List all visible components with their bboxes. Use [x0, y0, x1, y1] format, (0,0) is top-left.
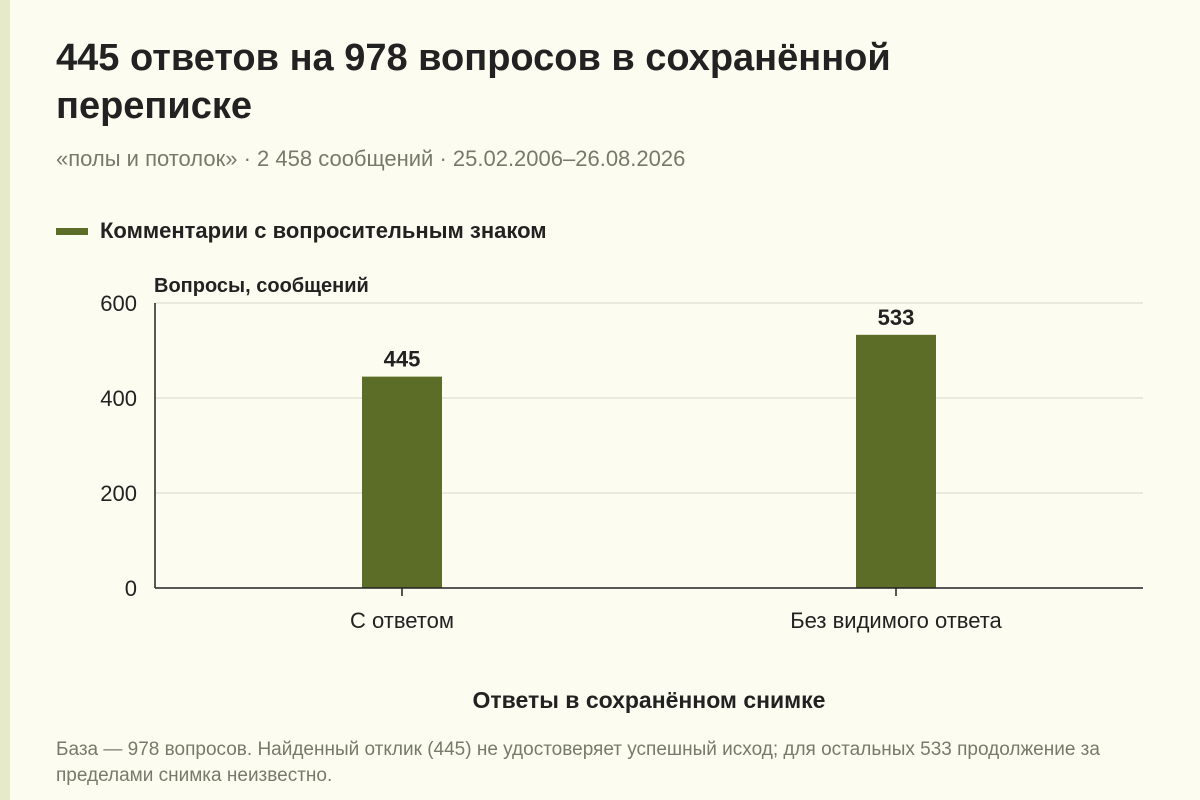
y-tick-label: 400: [100, 386, 137, 411]
y-tick-label: 0: [125, 576, 137, 601]
x-tick-label: С ответом: [350, 608, 454, 633]
accent-bar: [0, 0, 10, 800]
bar-layer: 445 533: [362, 305, 936, 588]
y-tick-label: 600: [100, 291, 137, 316]
legend-swatch: [56, 227, 88, 235]
bar: [362, 376, 442, 588]
data-label: 533: [878, 305, 915, 330]
page-subtitle: «полы и потолок» · 2 458 сообщений · 25.…: [56, 146, 686, 171]
grid-layer: [155, 302, 1143, 494]
page-title: 445 ответов на 978 вопросов в сохранённо…: [56, 37, 891, 127]
y-axis-label: Вопросы, сообщений: [154, 275, 369, 297]
legend: Комментарии с вопросительным знаком: [56, 218, 547, 244]
x-axis-label: Ответы в сохранённом снимке: [473, 687, 826, 713]
legend-label: Комментарии с вопросительным знаком: [100, 218, 547, 243]
axis-layer: 0 200 400 600 С ответом Без видимого ответа: [100, 291, 1143, 633]
data-label: 445: [384, 347, 421, 372]
y-tick-label: 200: [100, 481, 137, 506]
footnote: База — 978 вопросов. Найденный отклик (4…: [56, 739, 1100, 786]
bar: [856, 334, 936, 588]
x-tick-label: Без видимого ответа: [790, 608, 1002, 633]
